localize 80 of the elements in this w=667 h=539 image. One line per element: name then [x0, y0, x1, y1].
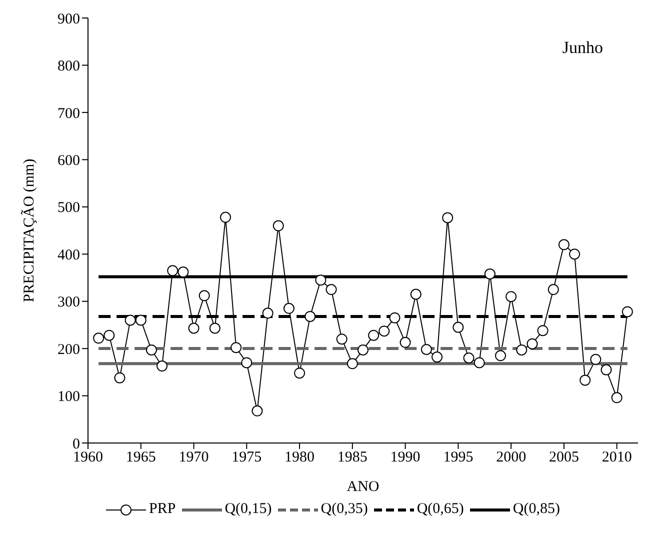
point: [124, 314, 136, 326]
point: [104, 330, 115, 341]
point: [146, 344, 157, 356]
point: [420, 344, 432, 355]
point: [156, 360, 168, 372]
point: [304, 310, 316, 322]
y-tick-label: 900: [58, 11, 80, 28]
point: [326, 284, 337, 296]
point: [114, 372, 126, 384]
x-tick-label: 2010: [602, 450, 632, 466]
point: [389, 312, 400, 324]
point: [410, 288, 422, 300]
point: [283, 302, 294, 314]
point: [346, 358, 358, 370]
point: [252, 405, 263, 416]
x-tick-label: 1975: [232, 450, 262, 466]
x-tick-label: 1990: [390, 450, 420, 466]
x-tick-label: 1965: [126, 450, 156, 466]
point: [526, 338, 538, 350]
y-tick-label: 100: [58, 389, 80, 406]
y-tick-label: 700: [58, 106, 80, 122]
point: [495, 350, 506, 362]
x-tick-label: 2005: [548, 450, 579, 466]
point: [580, 374, 591, 386]
legend-label: Q(0,35): [320, 501, 368, 518]
x-tick-label: 1970: [178, 450, 209, 466]
point: [600, 364, 612, 376]
legend-label: Q(0,85): [512, 501, 560, 518]
point: [167, 265, 178, 276]
point: [262, 308, 274, 319]
legend-label: Q(0,15): [224, 501, 272, 518]
point: [368, 330, 380, 341]
point: [220, 212, 231, 223]
point: [590, 354, 602, 365]
point: [452, 322, 464, 333]
point: [558, 239, 570, 250]
point: [358, 344, 368, 356]
y-axis-title: PRECIPITAÇÃO (mm): [20, 158, 38, 302]
y-tick-label: 600: [58, 152, 80, 169]
y-tick-label: 800: [58, 58, 80, 75]
point: [611, 392, 622, 404]
annotation: Junho: [562, 38, 603, 58]
point: [484, 268, 496, 280]
point: [315, 274, 326, 286]
point: [209, 322, 220, 334]
point: [135, 314, 146, 326]
point: [569, 248, 580, 260]
point: [378, 326, 390, 337]
x-axis-title: ANO: [346, 479, 380, 495]
point: [336, 334, 348, 345]
x-tick-label: 1995: [443, 450, 474, 466]
point: [241, 357, 252, 368]
point: [506, 291, 517, 302]
point: [93, 332, 104, 344]
y-tick-label: 400: [58, 247, 80, 264]
x-tick-label: 1960: [73, 450, 103, 466]
x-tick-label: 1980: [284, 450, 315, 466]
point: [622, 306, 633, 318]
point: [548, 284, 559, 296]
point: [178, 266, 189, 278]
y-tick-label: 0: [72, 436, 80, 452]
legend-label: PRP: [148, 501, 176, 518]
point: [516, 344, 528, 356]
point: [400, 336, 411, 348]
point: [198, 290, 210, 302]
point: [537, 325, 548, 336]
x-tick-label: 2000: [496, 450, 526, 466]
point: [432, 352, 443, 363]
point: [463, 352, 474, 364]
x-tick-label: 1985: [337, 450, 368, 466]
point: [272, 220, 284, 232]
point: [230, 342, 242, 354]
y-tick-label: 200: [58, 342, 80, 358]
point: [474, 357, 485, 368]
point: [442, 212, 454, 224]
point: [294, 368, 306, 379]
y-tick-label: 300: [58, 294, 80, 311]
point: [188, 322, 200, 334]
legend-label: Q(0,65): [416, 501, 464, 518]
y-tick-label: 500: [58, 200, 80, 216]
